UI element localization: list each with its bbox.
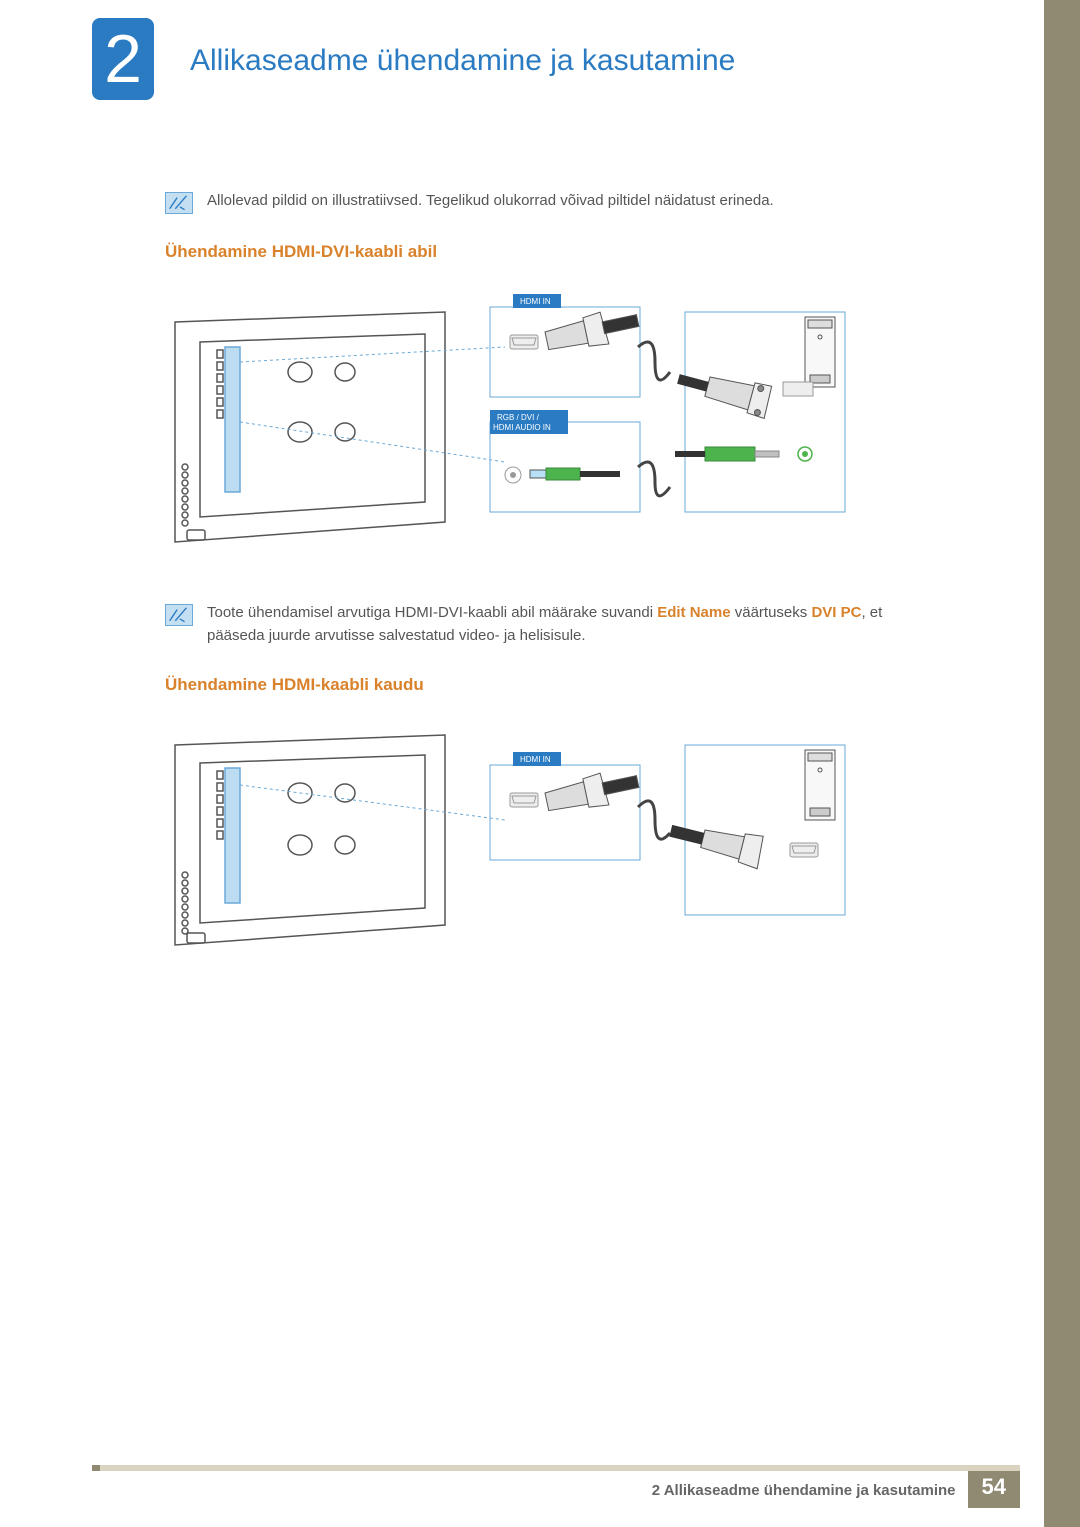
- note-2-text: Toote ühendamisel arvutiga HDMI-DVI-kaab…: [207, 602, 895, 647]
- footer-bar: [92, 1465, 1020, 1471]
- note-2: Toote ühendamisel arvutiga HDMI-DVI-kaab…: [165, 602, 895, 647]
- note-1-text: Allolevad pildid on illustratiivsed. Teg…: [207, 190, 774, 213]
- diagram-hdmi-dvi: HDMI IN RGB / DVI / HDMI AUDIO IN: [165, 292, 855, 562]
- content-area: Allolevad pildid on illustratiivsed. Teg…: [165, 190, 895, 995]
- right-border: [1044, 0, 1080, 1527]
- svg-text:HDMI AUDIO IN: HDMI AUDIO IN: [493, 423, 551, 432]
- page: 2 Allikaseadme ühendamine ja kasutamine …: [0, 0, 1080, 1527]
- note-icon: [165, 604, 193, 626]
- chapter-title: Allikaseadme ühendamine ja kasutamine: [190, 44, 735, 78]
- footer-text: 2 Allikaseadme ühendamine ja kasutamine: [652, 1482, 956, 1499]
- footer-bar-accent: [92, 1465, 100, 1471]
- note-1: Allolevad pildid on illustratiivsed. Teg…: [165, 190, 895, 214]
- note2-hl2: DVI PC: [811, 604, 861, 621]
- section-1-heading: Ühendamine HDMI-DVI-kaabli abil: [165, 242, 895, 262]
- note-icon: [165, 192, 193, 214]
- page-number: 54: [968, 1466, 1020, 1508]
- chapter-tab: 2: [92, 18, 154, 100]
- note2-mid: väärtuseks: [731, 604, 812, 621]
- diagram-hdmi: HDMI IN: [165, 725, 855, 955]
- svg-text:RGB / DVI /: RGB / DVI /: [497, 413, 540, 422]
- chapter-number: 2: [104, 20, 142, 98]
- note2-before: Toote ühendamisel arvutiga HDMI-DVI-kaab…: [207, 604, 657, 621]
- footer: 2 Allikaseadme ühendamine ja kasutamine …: [92, 1465, 1020, 1505]
- note2-hl1: Edit Name: [657, 604, 730, 621]
- svg-text:HDMI IN: HDMI IN: [520, 297, 551, 306]
- svg-text:HDMI IN: HDMI IN: [520, 755, 551, 764]
- section-2-heading: Ühendamine HDMI-kaabli kaudu: [165, 675, 895, 695]
